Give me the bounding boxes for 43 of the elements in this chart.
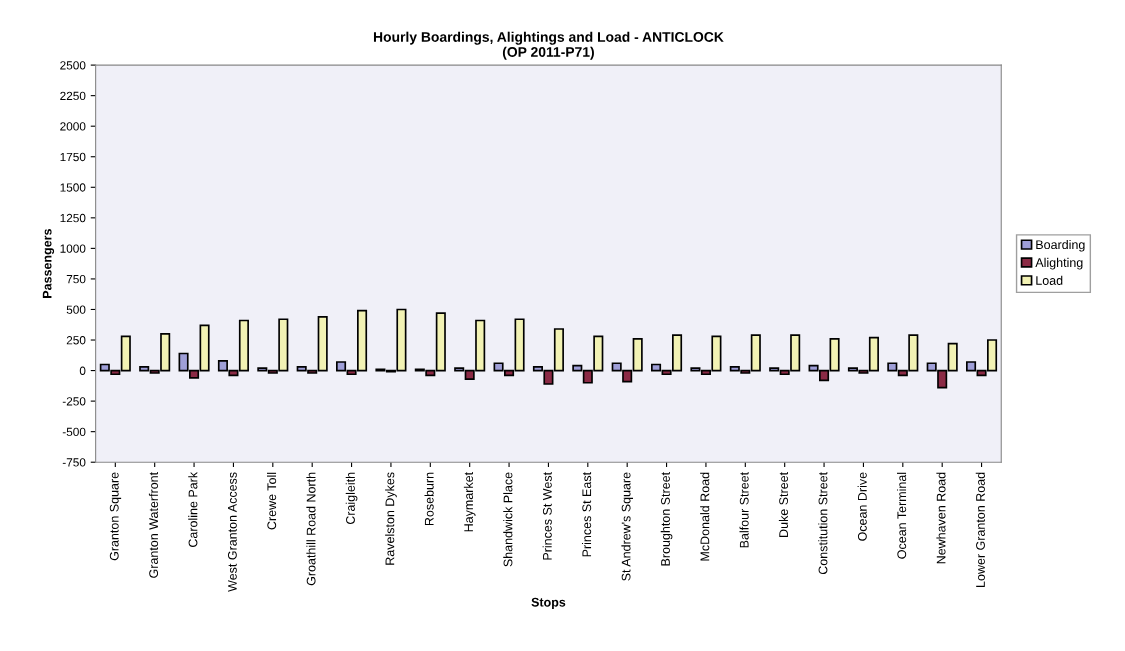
y-tick-label: 1250 — [60, 213, 86, 223]
x-axis-title: Stops — [531, 597, 566, 610]
legend-label: Load — [1036, 275, 1063, 285]
x-tick-label: Groathill Road North — [306, 472, 316, 586]
x-tick-label: Craigleith — [345, 472, 358, 525]
y-tick-label: 500 — [66, 305, 86, 314]
y-axis-title: Passengers — [42, 229, 55, 298]
x-tick-label: Princes St West — [542, 472, 552, 560]
x-tick-label: Granton Waterfront — [148, 472, 159, 578]
x-tick-label: Newhaven Road — [936, 472, 946, 564]
chart-title: Hourly Boardings, Alightings and Load - ANTICLOCK (OP 2011-P71) — [373, 31, 724, 60]
x-tick-label: Ocean Terminal — [896, 472, 907, 559]
x-tick-label: Broughton Street — [660, 472, 673, 566]
y-tick-label: 0 — [79, 366, 86, 375]
x-tick-label: West Granton Access — [227, 472, 237, 592]
legend-label: Boarding — [1036, 239, 1085, 252]
y-tick-label: 2500 — [60, 61, 86, 70]
y-tick-label: 1000 — [60, 244, 86, 253]
x-tick-label: Ocean Drive — [857, 472, 867, 541]
x-tick-label: Princes St East — [581, 472, 592, 557]
x-tick-label: Ravelston Dykes — [385, 472, 397, 565]
y-tick-label: -500 — [62, 427, 86, 437]
y-tick-label: 250 — [66, 336, 86, 345]
x-tick-label: Constitution Street — [818, 472, 828, 575]
x-tick-label: Granton Square — [109, 472, 122, 561]
x-tick-label: Lower Granton Road — [975, 472, 985, 587]
x-tick-label: Roseburn — [424, 472, 434, 526]
y-tick-label: 2250 — [60, 91, 86, 101]
legend-label: Alighting — [1035, 257, 1083, 270]
y-tick-label: 1500 — [60, 183, 86, 192]
x-tick-label: Shandwick Place — [503, 472, 513, 567]
y-tick-label: 2000 — [60, 122, 86, 131]
x-tick-label: Haymarket — [463, 472, 476, 532]
y-tick-label: -750 — [62, 458, 86, 467]
y-tick-label: 1750 — [60, 152, 86, 162]
x-tick-label: McDonald Road — [700, 472, 710, 561]
x-tick-label: St Andrew's Square — [621, 472, 634, 581]
x-tick-label: Duke Street — [778, 472, 789, 537]
y-tick-label: 750 — [66, 274, 86, 284]
x-tick-label: Caroline Park — [188, 471, 198, 548]
y-tick-label: -250 — [62, 397, 86, 406]
x-tick-label: Balfour Street — [739, 472, 749, 548]
x-tick-label: Crewe Toll — [266, 472, 277, 530]
